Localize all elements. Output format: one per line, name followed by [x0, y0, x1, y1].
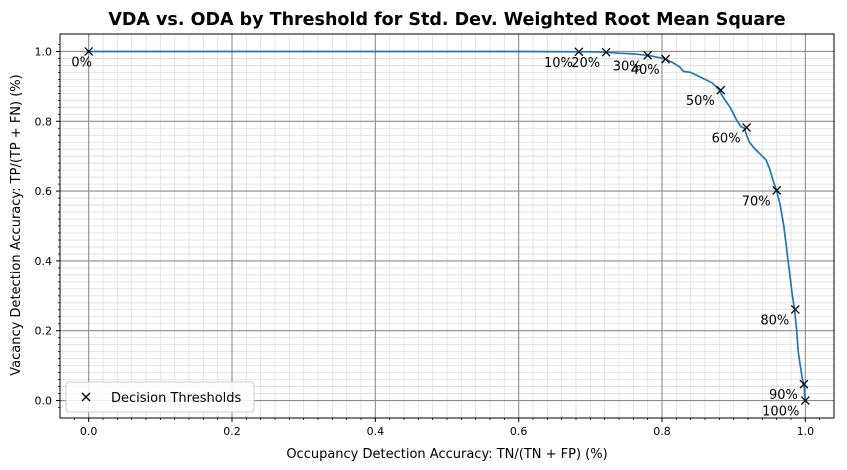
y-axis-label: Vacancy Detection Accuracy: TP/(TP + FN)… [9, 74, 24, 375]
x-mark-stroke [601, 47, 611, 57]
legend-x-stroke [81, 392, 91, 402]
legend-entry-decision-thresholds: Decision Thresholds [111, 391, 242, 406]
legend-marker-x-icon [81, 392, 91, 402]
threshold-label: 30% [613, 59, 642, 74]
threshold-label: 20% [571, 56, 600, 71]
threshold-label: 10% [544, 56, 573, 71]
x-mark-stroke [716, 85, 726, 95]
threshold-label: 100% [762, 405, 799, 420]
y-tick-label: 0.8 [35, 115, 53, 128]
threshold-marker-50pct [716, 85, 726, 95]
x-mark-stroke [799, 379, 809, 389]
threshold-label: 90% [769, 388, 798, 403]
x-mark-stroke [84, 46, 94, 56]
threshold-marker-20pct [601, 47, 611, 57]
x-axis-label: Occupancy Detection Accuracy: TN/(TN + F… [286, 447, 607, 462]
threshold-marker-0pct [84, 46, 94, 56]
threshold-label: 50% [686, 94, 715, 109]
plot-frame [59, 33, 835, 419]
threshold-marker-60pct [742, 123, 752, 133]
threshold-marker-90pct [799, 379, 809, 389]
x-tick-label: 0.6 [510, 425, 528, 438]
threshold-label: 60% [712, 132, 741, 147]
threshold-label: 40% [631, 63, 660, 78]
series-layer [88, 50, 807, 401]
x-mark-stroke [800, 396, 810, 406]
x-tick-label: 0.8 [653, 425, 671, 438]
threshold-label: 80% [760, 313, 789, 328]
y-tick-label: 0.2 [35, 325, 53, 338]
x-tick-label: 0.2 [223, 425, 241, 438]
x-mark-stroke [574, 47, 584, 57]
threshold-marker-30pct [643, 50, 653, 60]
threshold-marker-80pct [790, 304, 800, 314]
y-tick-label: 0.6 [35, 185, 53, 198]
x-mark-stroke [661, 54, 671, 64]
roc-curve-line [88, 50, 807, 401]
x-mark-stroke [742, 123, 752, 133]
threshold-marker-70pct [772, 185, 782, 195]
legend-box [65, 381, 255, 413]
chart-title: VDA vs. ODA by Threshold for Std. Dev. W… [108, 10, 785, 30]
y-tick-label: 1.0 [35, 45, 53, 58]
y-tick-label: 0.4 [35, 255, 53, 268]
threshold-marker-40pct [661, 54, 671, 64]
grid-layer [60, 34, 834, 418]
x-mark-stroke [772, 185, 782, 195]
threshold-label: 70% [742, 194, 771, 209]
y-tick-label: 0.0 [35, 395, 53, 408]
threshold-marker-10pct [574, 47, 584, 57]
x-tick-label: 0.0 [80, 425, 98, 438]
x-tick-label: 0.4 [367, 425, 385, 438]
axis-layer: 0.0 0.0 0.2 0.2 0.4 0.4 0.6 0.6 0.8 0.8 1.0 1.0 [35, 33, 835, 438]
legend: Decision Thresholds [65, 381, 255, 413]
x-mark-stroke [643, 50, 653, 60]
threshold-marker-100pct [800, 396, 810, 406]
x-tick-label: 1.0 [797, 425, 815, 438]
threshold-label: 0% [71, 55, 92, 70]
x-mark-stroke [790, 304, 800, 314]
marker-layer: 0% 10%20% 30%40% 50% 60% 70% 80% 90% 100% [71, 46, 810, 420]
